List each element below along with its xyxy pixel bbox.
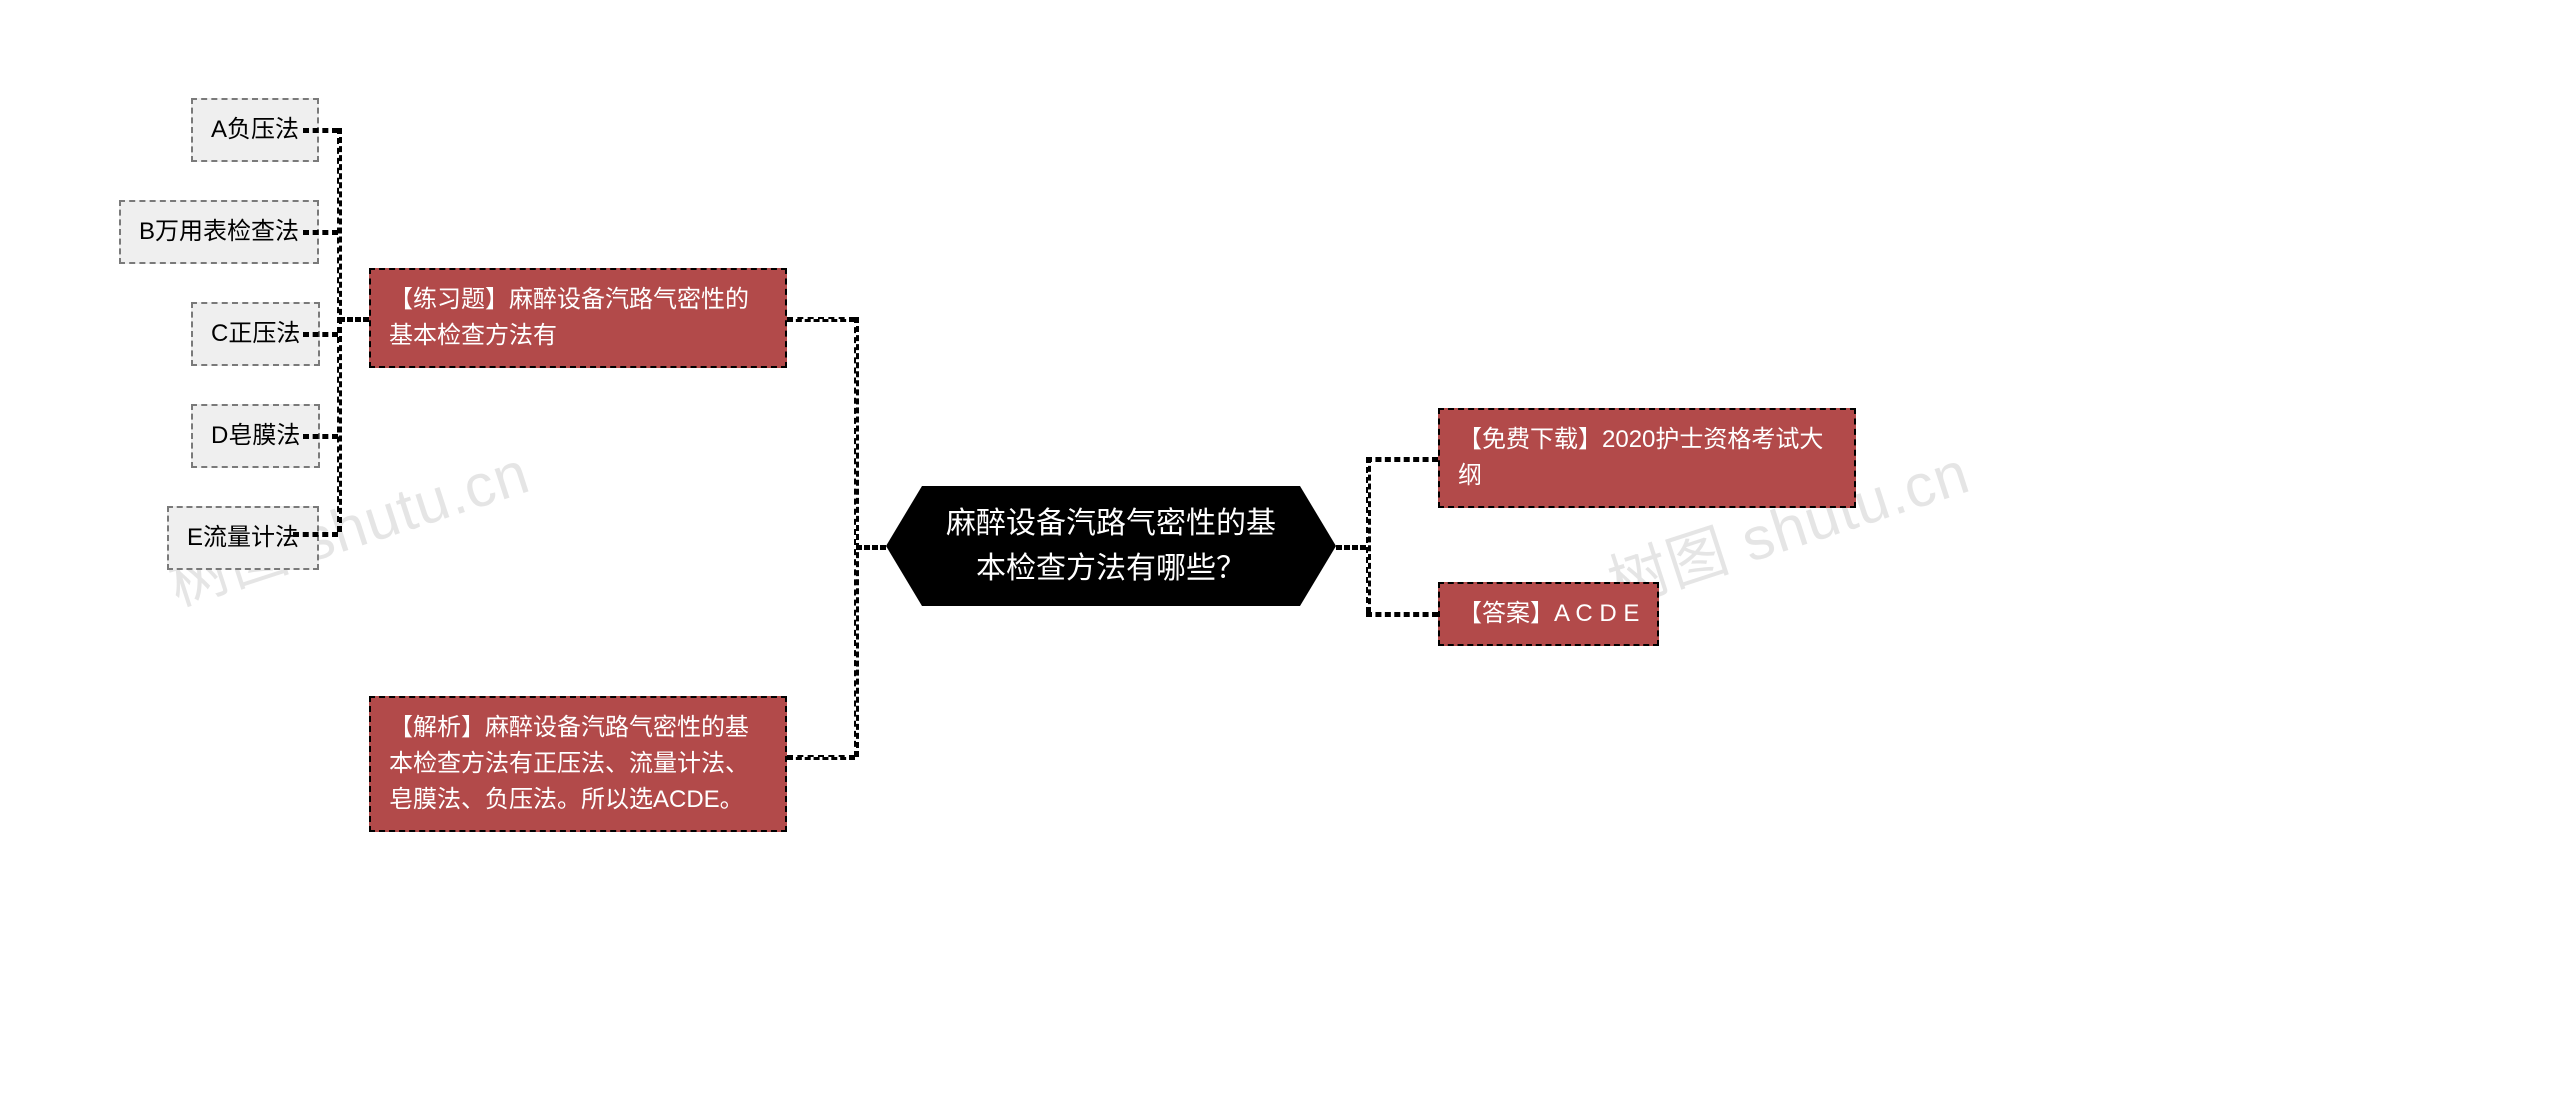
option-c-text: C正压法 — [211, 316, 300, 352]
connector — [787, 317, 855, 322]
download-node: 【免费下载】2020护士资格考试大 纲 — [1438, 408, 1856, 508]
connector — [303, 434, 338, 439]
answer-node: 【答案】A C D E — [1438, 582, 1659, 646]
connector — [303, 128, 338, 133]
option-b: B万用表检查法 — [119, 200, 319, 264]
connector — [1366, 612, 1438, 617]
option-e-text: E流量计法 — [187, 520, 299, 556]
connector — [854, 317, 859, 757]
connector — [1336, 545, 1366, 550]
connector — [1366, 457, 1438, 462]
option-c: C正压法 — [191, 302, 320, 366]
connector — [856, 545, 886, 550]
question-node: 【练习题】麻醉设备汽路气密性的 基本检查方法有 — [369, 268, 787, 368]
connector — [337, 128, 342, 532]
center-text: 麻醉设备汽路气密性的基 本检查方法有哪些？ — [946, 501, 1276, 591]
center-question: 麻醉设备汽路气密性的基 本检查方法有哪些？ — [886, 486, 1336, 606]
connector — [303, 230, 338, 235]
option-e: E流量计法 — [167, 506, 319, 570]
connector — [303, 332, 338, 337]
connector — [1366, 457, 1371, 613]
answer-text: 【答案】A C D E — [1458, 596, 1639, 632]
option-d-text: D皂膜法 — [211, 418, 300, 454]
connector — [339, 317, 369, 322]
download-text: 【免费下载】2020护士资格考试大 纲 — [1458, 422, 1823, 494]
option-b-text: B万用表检查法 — [139, 214, 299, 250]
analysis-text: 【解析】麻醉设备汽路气密性的基 本检查方法有正压法、流量计法、 皂膜法、负压法。… — [389, 710, 749, 818]
connector — [293, 532, 338, 537]
connector — [787, 755, 855, 760]
question-text: 【练习题】麻醉设备汽路气密性的 基本检查方法有 — [389, 282, 749, 354]
option-a: A负压法 — [191, 98, 319, 162]
option-a-text: A负压法 — [211, 112, 299, 148]
analysis-node: 【解析】麻醉设备汽路气密性的基 本检查方法有正压法、流量计法、 皂膜法、负压法。… — [369, 696, 787, 832]
option-d: D皂膜法 — [191, 404, 320, 468]
